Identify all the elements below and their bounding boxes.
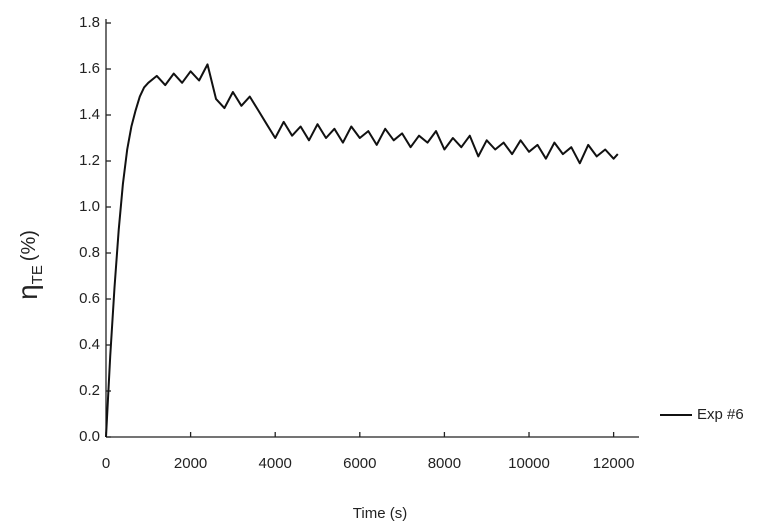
y-tick-label: 0.0 <box>79 428 100 445</box>
x-tick-label: 12000 <box>593 455 635 472</box>
y-tick-label: 0.8 <box>79 244 100 261</box>
y-tick-label: 1.8 <box>79 14 100 31</box>
y-tick-label: 1.2 <box>79 152 100 169</box>
y-tick-label: 0.4 <box>79 336 100 353</box>
x-tick-label: 8000 <box>428 455 461 472</box>
x-tick-label: 2000 <box>174 455 207 472</box>
y-tick-label: 0.2 <box>79 382 100 399</box>
x-tick-label: 6000 <box>343 455 376 472</box>
x-tick-label: 10000 <box>508 455 550 472</box>
y-label-symbol: η <box>12 284 43 300</box>
y-axis-label: ηTE (%) <box>12 230 46 300</box>
y-label-unit: (%) <box>18 230 40 261</box>
y-tick-label: 1.4 <box>79 106 100 123</box>
y-label-subscript: TE <box>29 265 46 284</box>
data-line <box>105 63 619 438</box>
x-tick-label: 0 <box>102 455 110 472</box>
legend-label: Exp #6 <box>697 406 744 423</box>
x-axis-label: Time (s) <box>353 505 407 522</box>
y-tick-label: 1.6 <box>79 60 100 77</box>
x-tick-label: 4000 <box>259 455 292 472</box>
y-tick-label: 0.6 <box>79 290 100 307</box>
y-tick-label: 1.0 <box>79 198 100 215</box>
